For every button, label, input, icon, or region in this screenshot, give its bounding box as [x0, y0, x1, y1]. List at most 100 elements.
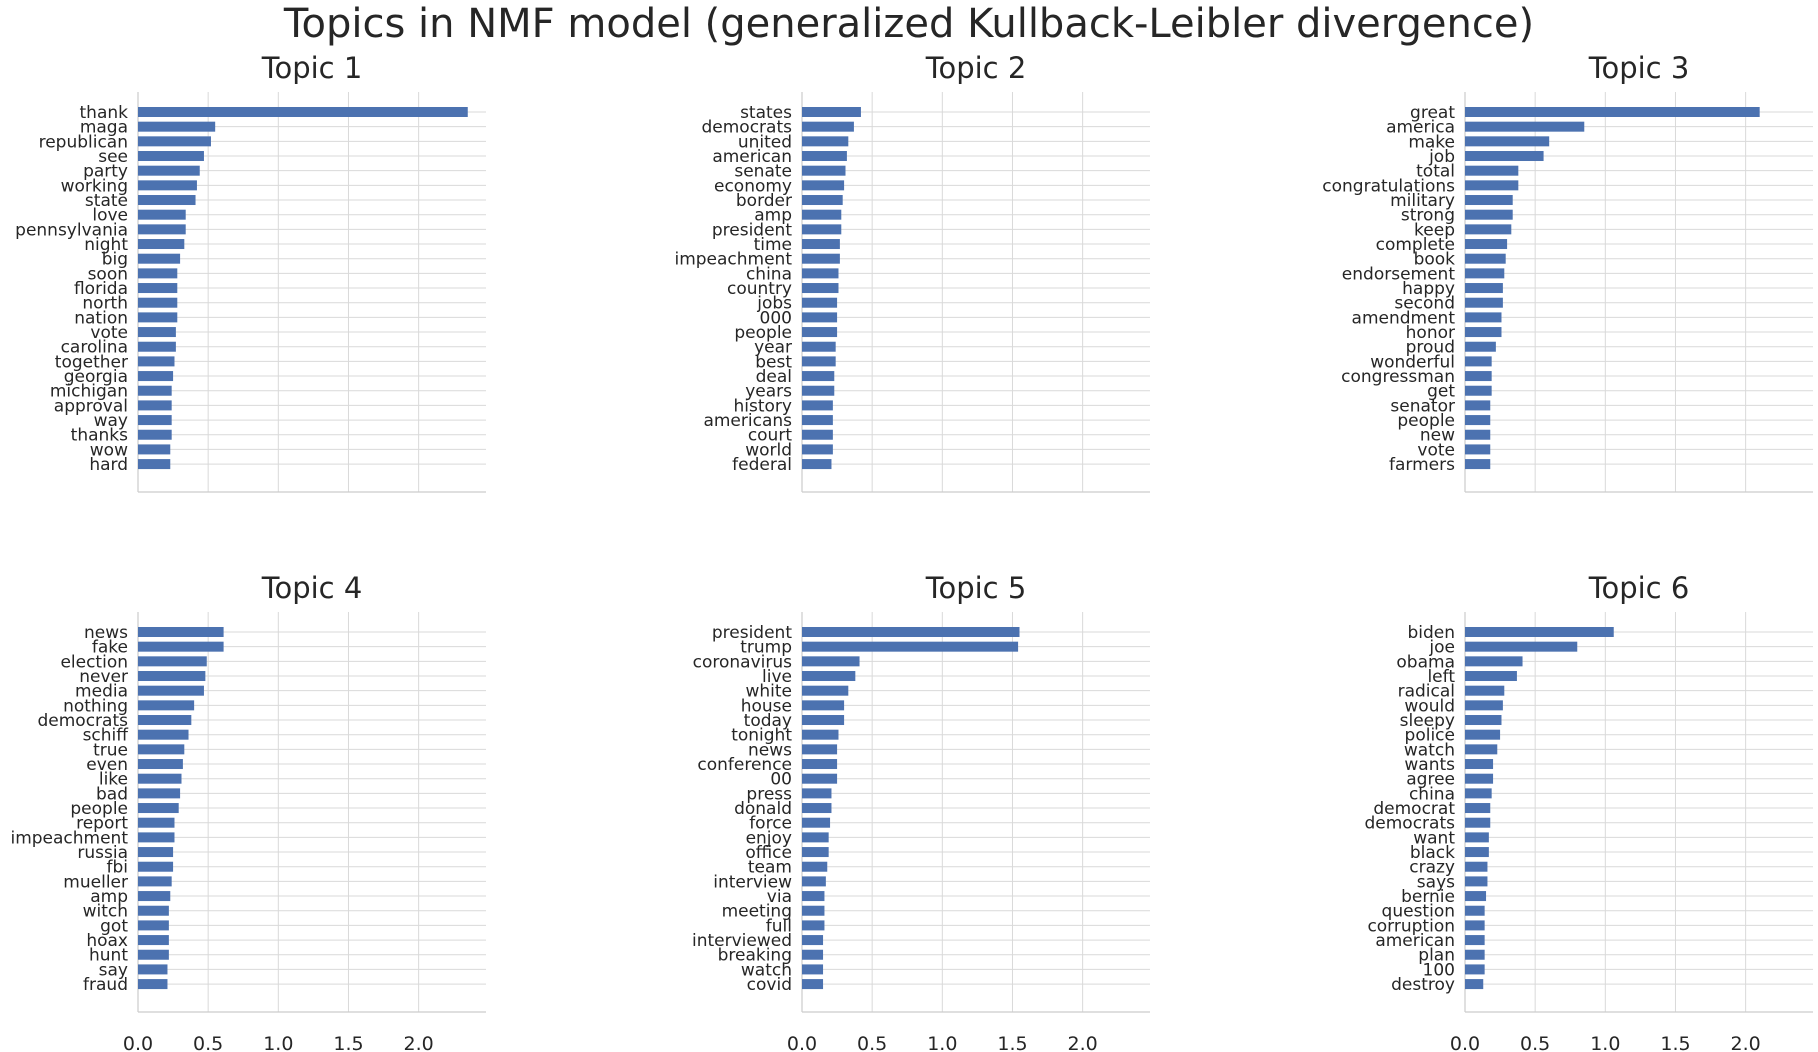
bar [802, 209, 842, 220]
bar [1465, 224, 1512, 235]
category-label: working [61, 176, 128, 196]
category-label: plan [1418, 946, 1455, 966]
bar [1465, 891, 1487, 902]
category-label: schiff [83, 726, 130, 746]
category-label: got [100, 916, 128, 936]
bar [802, 861, 828, 872]
category-label: even [86, 755, 128, 775]
category-label: amp [90, 887, 128, 907]
category-label: great [1410, 103, 1455, 123]
category-label: trump [740, 638, 792, 658]
bar [138, 773, 182, 784]
category-label: best [755, 352, 792, 372]
panel-title: Topic 5 [925, 571, 1027, 605]
bar [138, 671, 206, 682]
bar [138, 803, 179, 814]
x-tick-label: 1.0 [927, 1033, 957, 1052]
bar [802, 627, 1020, 637]
x-tick-label: 1.5 [997, 1033, 1027, 1052]
bar [802, 773, 838, 784]
category-label: biden [1407, 623, 1455, 643]
bar [1465, 744, 1498, 755]
category-label: live [762, 667, 792, 687]
bar [138, 715, 192, 726]
category-label: american [712, 147, 792, 167]
bar [1465, 671, 1517, 682]
category-label: radical [1398, 682, 1455, 702]
category-label: like [99, 770, 128, 790]
category-label: watch [1404, 740, 1455, 760]
category-label: corruption [1367, 916, 1455, 936]
bar [802, 847, 829, 858]
bar [1465, 459, 1491, 470]
category-label: 00 [770, 770, 792, 790]
category-label: house [741, 696, 792, 716]
category-label: covid [747, 975, 792, 995]
bar [1465, 312, 1502, 323]
category-label: thanks [71, 426, 128, 446]
category-label: destroy [1391, 975, 1455, 995]
category-label: book [1414, 250, 1456, 270]
category-label: mueller [63, 872, 128, 892]
bar [802, 964, 824, 975]
category-label: america [1386, 118, 1455, 138]
category-label: amendment [1352, 308, 1456, 328]
category-label: interview [713, 872, 792, 892]
category-label: border [736, 191, 792, 211]
bar [1465, 209, 1513, 220]
bar [1465, 949, 1485, 960]
bar [138, 297, 178, 308]
category-label: make [1408, 132, 1455, 152]
bar [138, 400, 172, 411]
category-label: president [712, 623, 792, 643]
bar [802, 327, 838, 338]
bar [1465, 832, 1489, 843]
topic-chart-2: statesdemocratsunitedamericansenateecono… [674, 51, 1150, 493]
category-label: wonderful [1370, 352, 1455, 372]
category-label: military [1390, 191, 1455, 211]
category-label: soon [88, 264, 128, 284]
bar [138, 239, 185, 250]
bar [802, 268, 839, 279]
bar [802, 253, 840, 264]
bar [802, 891, 825, 902]
category-label: thank [80, 103, 129, 123]
bar [138, 729, 189, 740]
x-tick-label: 2.0 [404, 1033, 434, 1052]
bar [802, 385, 835, 396]
category-label: left [1427, 667, 1455, 687]
category-label: years [745, 382, 792, 402]
bar [138, 268, 178, 279]
bar [802, 371, 835, 382]
bar [802, 905, 825, 916]
bar [138, 283, 178, 294]
bar [802, 459, 832, 470]
category-label: today [744, 711, 792, 731]
bar [1465, 195, 1513, 206]
bar [802, 165, 846, 176]
bar [802, 700, 845, 711]
category-label: hunt [89, 946, 128, 966]
category-label: job [1428, 147, 1455, 167]
bar [1465, 180, 1519, 191]
bar [138, 627, 224, 637]
category-label: tonight [731, 726, 792, 746]
bar [138, 415, 172, 426]
category-label: republican [39, 132, 128, 152]
bar [138, 891, 171, 902]
category-label: conference [697, 755, 792, 775]
category-label: want [1413, 828, 1455, 848]
category-label: via [767, 887, 792, 907]
topic-chart-5: presidenttrumpcoronaviruslivewhitehouset… [692, 571, 1150, 1052]
bar [138, 920, 169, 931]
category-label: jobs [756, 294, 792, 314]
bar [1465, 165, 1519, 176]
category-label: impeachment [10, 828, 128, 848]
category-label: hard [89, 455, 128, 475]
category-label: breaking [718, 946, 792, 966]
x-tick-label: 1.5 [333, 1033, 363, 1052]
category-label: 000 [760, 308, 792, 328]
category-label: white [745, 682, 792, 702]
x-tick-label: 0.5 [193, 1033, 223, 1052]
